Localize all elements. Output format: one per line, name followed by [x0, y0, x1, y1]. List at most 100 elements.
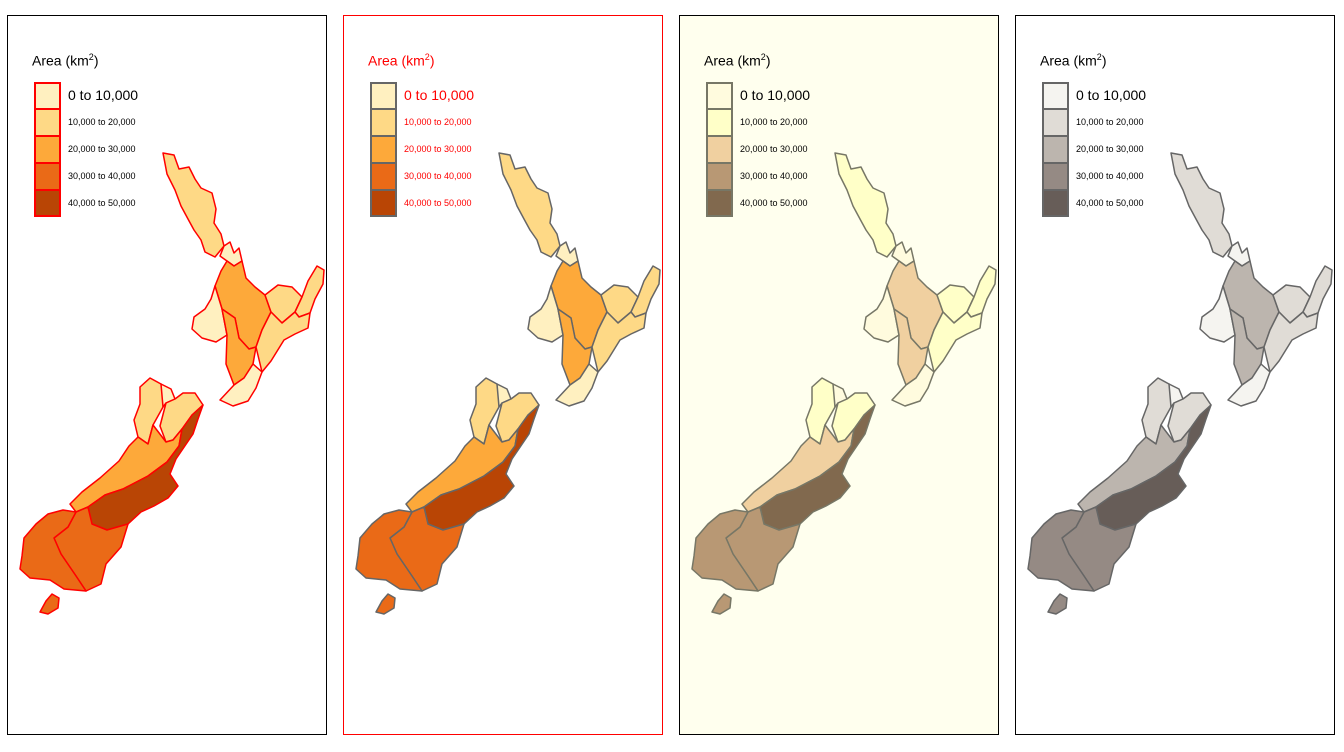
- legend-title: Area (km2): [368, 48, 434, 70]
- legend-item: 0 to 10,000: [704, 81, 810, 109]
- legend-item: 10,000 to 20,000: [1040, 108, 1144, 136]
- legend-item: 20,000 to 30,000: [1040, 135, 1144, 163]
- region-canterbury: [1095, 404, 1212, 531]
- legend-item: 30,000 to 40,000: [704, 162, 808, 190]
- legend-title-suffix: ): [429, 52, 435, 69]
- legend-title: Area (km2): [1040, 48, 1106, 70]
- legend-label: 40,000 to 50,000: [740, 197, 808, 208]
- legend-label: 10,000 to 20,000: [740, 116, 808, 127]
- legend-swatch: [706, 189, 733, 217]
- region-stewart-island: [39, 593, 60, 615]
- legend-item: 10,000 to 20,000: [704, 108, 808, 136]
- region-hawke-s-bay: [591, 311, 647, 373]
- legend-swatch: [34, 189, 61, 217]
- region-northland: [834, 152, 897, 258]
- region-gisborne: [294, 265, 325, 318]
- legend-label: 0 to 10,000: [740, 86, 811, 103]
- legend-title-suffix: ): [93, 52, 99, 69]
- legend-label: 40,000 to 50,000: [1076, 197, 1144, 208]
- region-canterbury: [87, 404, 204, 531]
- nz-map: [691, 152, 997, 615]
- region-canterbury: [423, 404, 540, 531]
- legend-label: 20,000 to 30,000: [1076, 143, 1144, 154]
- legend-label: 30,000 to 40,000: [68, 170, 136, 181]
- legend-item: 30,000 to 40,000: [1040, 162, 1144, 190]
- legend-title-superscript: 2: [88, 52, 94, 62]
- legend-title-suffix: ): [765, 52, 771, 69]
- legend-swatch: [1042, 162, 1069, 190]
- region-canterbury: [759, 404, 876, 531]
- legend-title-superscript: 2: [1096, 52, 1102, 62]
- legend-item: 10,000 to 20,000: [368, 108, 472, 136]
- legend-swatch: [34, 135, 61, 163]
- legend: Area (km2) 0 to 10,000 10,000 to 20,000 20,…: [704, 48, 810, 217]
- legend-swatch: [34, 162, 61, 190]
- legend-item: 30,000 to 40,000: [368, 162, 472, 190]
- map-panel-2: Area (km2) 0 to 10,000 10,000 to 20,000 20,…: [343, 15, 663, 735]
- legend-swatch: [1042, 81, 1069, 109]
- legend-swatch: [706, 108, 733, 136]
- region-northland: [1170, 152, 1233, 258]
- legend-item: 40,000 to 50,000: [704, 189, 808, 217]
- region-northland: [162, 152, 225, 258]
- region-northland: [498, 152, 561, 258]
- legend: Area (km2) 0 to 10,000 10,000 to 20,000 20,…: [368, 48, 474, 217]
- legend-item: 0 to 10,000: [368, 81, 474, 109]
- legend-label: 10,000 to 20,000: [68, 116, 136, 127]
- legend-title-text: Area (km: [32, 52, 89, 69]
- region-southland: [19, 509, 87, 592]
- legend-swatch: [370, 135, 397, 163]
- region-southland: [1027, 509, 1095, 592]
- legend-title-suffix: ): [1101, 52, 1107, 69]
- legend-label: 20,000 to 30,000: [740, 143, 808, 154]
- legend-swatch: [34, 81, 61, 109]
- region-wellington: [555, 363, 599, 407]
- region-hawke-s-bay: [255, 311, 311, 373]
- legend-label: 0 to 10,000: [68, 86, 139, 103]
- legend-swatch: [370, 81, 397, 109]
- region-wellington: [891, 363, 935, 407]
- legend-label: 10,000 to 20,000: [1076, 116, 1144, 127]
- legend-swatch: [370, 189, 397, 217]
- legend-swatch: [370, 162, 397, 190]
- region-stewart-island: [1047, 593, 1068, 615]
- legend-swatch: [370, 108, 397, 136]
- map-panel-1: Area (km2) 0 to 10,000 10,000 to 20,000 20,…: [7, 15, 327, 735]
- legend-item: 0 to 10,000: [1040, 81, 1146, 109]
- nz-map: [1027, 152, 1333, 615]
- legend-title: Area (km2): [32, 48, 98, 70]
- legend-swatch: [706, 81, 733, 109]
- region-wellington: [219, 363, 263, 407]
- nz-map: [19, 152, 325, 615]
- region-southland: [691, 509, 759, 592]
- region-gisborne: [1302, 265, 1333, 318]
- legend-swatch: [1042, 108, 1069, 136]
- region-hawke-s-bay: [927, 311, 983, 373]
- region-gisborne: [966, 265, 997, 318]
- legend-swatch: [706, 162, 733, 190]
- legend-label: 30,000 to 40,000: [404, 170, 472, 181]
- legend-title-superscript: 2: [424, 52, 430, 62]
- legend-label: 40,000 to 50,000: [404, 197, 472, 208]
- legend-label: 30,000 to 40,000: [1076, 170, 1144, 181]
- legend: Area (km2) 0 to 10,000 10,000 to 20,000 20,…: [1040, 48, 1146, 217]
- legend-item: 40,000 to 50,000: [32, 189, 136, 217]
- region-gisborne: [630, 265, 661, 318]
- map-panel-3: Area (km2) 0 to 10,000 10,000 to 20,000 20,…: [679, 15, 999, 735]
- legend-title: Area (km2): [704, 48, 770, 70]
- legend-title-text: Area (km: [1040, 52, 1097, 69]
- region-wellington: [1227, 363, 1271, 407]
- region-southland: [355, 509, 423, 592]
- legend-label: 20,000 to 30,000: [68, 143, 136, 154]
- legend-item: 30,000 to 40,000: [32, 162, 136, 190]
- region-stewart-island: [375, 593, 396, 615]
- legend-title-text: Area (km: [368, 52, 425, 69]
- legend-label: 10,000 to 20,000: [404, 116, 472, 127]
- map-panel-4: Area (km2) 0 to 10,000 10,000 to 20,000 20,…: [1015, 15, 1335, 735]
- legend-item: 40,000 to 50,000: [1040, 189, 1144, 217]
- legend-swatch: [706, 135, 733, 163]
- legend-label: 0 to 10,000: [404, 86, 475, 103]
- legend-item: 0 to 10,000: [32, 81, 138, 109]
- legend-title-text: Area (km: [704, 52, 761, 69]
- legend-label: 0 to 10,000: [1076, 86, 1147, 103]
